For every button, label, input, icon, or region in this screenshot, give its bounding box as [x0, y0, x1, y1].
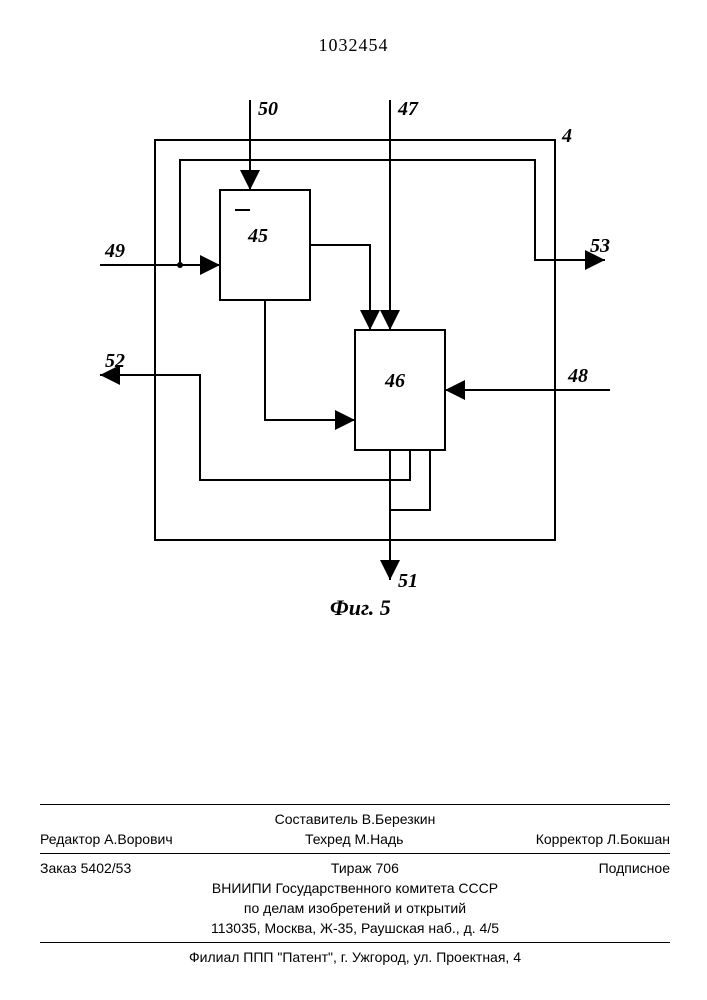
- block-46-label: 46: [385, 370, 405, 393]
- block-45-label: 45: [248, 225, 268, 248]
- editor: Редактор А.Ворович: [40, 831, 173, 847]
- techred: Техред М.Надь: [305, 831, 404, 847]
- line-52: [100, 375, 410, 480]
- label-50: 50: [258, 98, 278, 121]
- line-45-to-46b: [265, 300, 355, 420]
- branch: Филиал ППП "Патент", г. Ужгород, ул. Про…: [40, 947, 670, 967]
- block-diagram: 50 47 4 49 53 52 48 51 45 46 Фиг. 5: [100, 100, 620, 620]
- label-51: 51: [398, 570, 418, 593]
- line-53: [180, 160, 605, 265]
- footer-block: Составитель В.Березкин Редактор А.Ворови…: [40, 800, 670, 967]
- tirage: Тираж 706: [331, 860, 399, 876]
- label-48: 48: [568, 365, 588, 388]
- compiler: Составитель В.Березкин: [40, 809, 670, 829]
- label-47: 47: [398, 98, 418, 121]
- label-4: 4: [562, 125, 572, 148]
- page-number: 1032454: [0, 35, 707, 56]
- corrector: Корректор Л.Бокшан: [536, 831, 670, 847]
- subscription: Подписное: [599, 860, 670, 876]
- label-49: 49: [105, 240, 125, 263]
- label-52: 52: [105, 350, 125, 373]
- org2: по делам изобретений и открытий: [40, 898, 670, 918]
- org1: ВНИИПИ Государственного комитета СССР: [40, 878, 670, 898]
- address: 113035, Москва, Ж-35, Раушская наб., д. …: [40, 918, 670, 938]
- line-45-to-46a: [310, 245, 370, 330]
- figure-caption: Фиг. 5: [330, 595, 391, 621]
- order: Заказ 5402/53: [40, 860, 131, 876]
- label-53: 53: [590, 235, 610, 258]
